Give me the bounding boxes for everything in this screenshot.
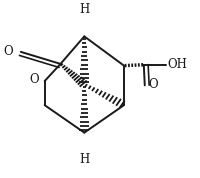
Text: H: H: [79, 3, 89, 16]
Text: OH: OH: [168, 58, 187, 71]
Text: O: O: [149, 78, 158, 91]
Text: O: O: [29, 73, 39, 86]
Text: O: O: [3, 44, 13, 57]
Text: H: H: [79, 153, 89, 166]
